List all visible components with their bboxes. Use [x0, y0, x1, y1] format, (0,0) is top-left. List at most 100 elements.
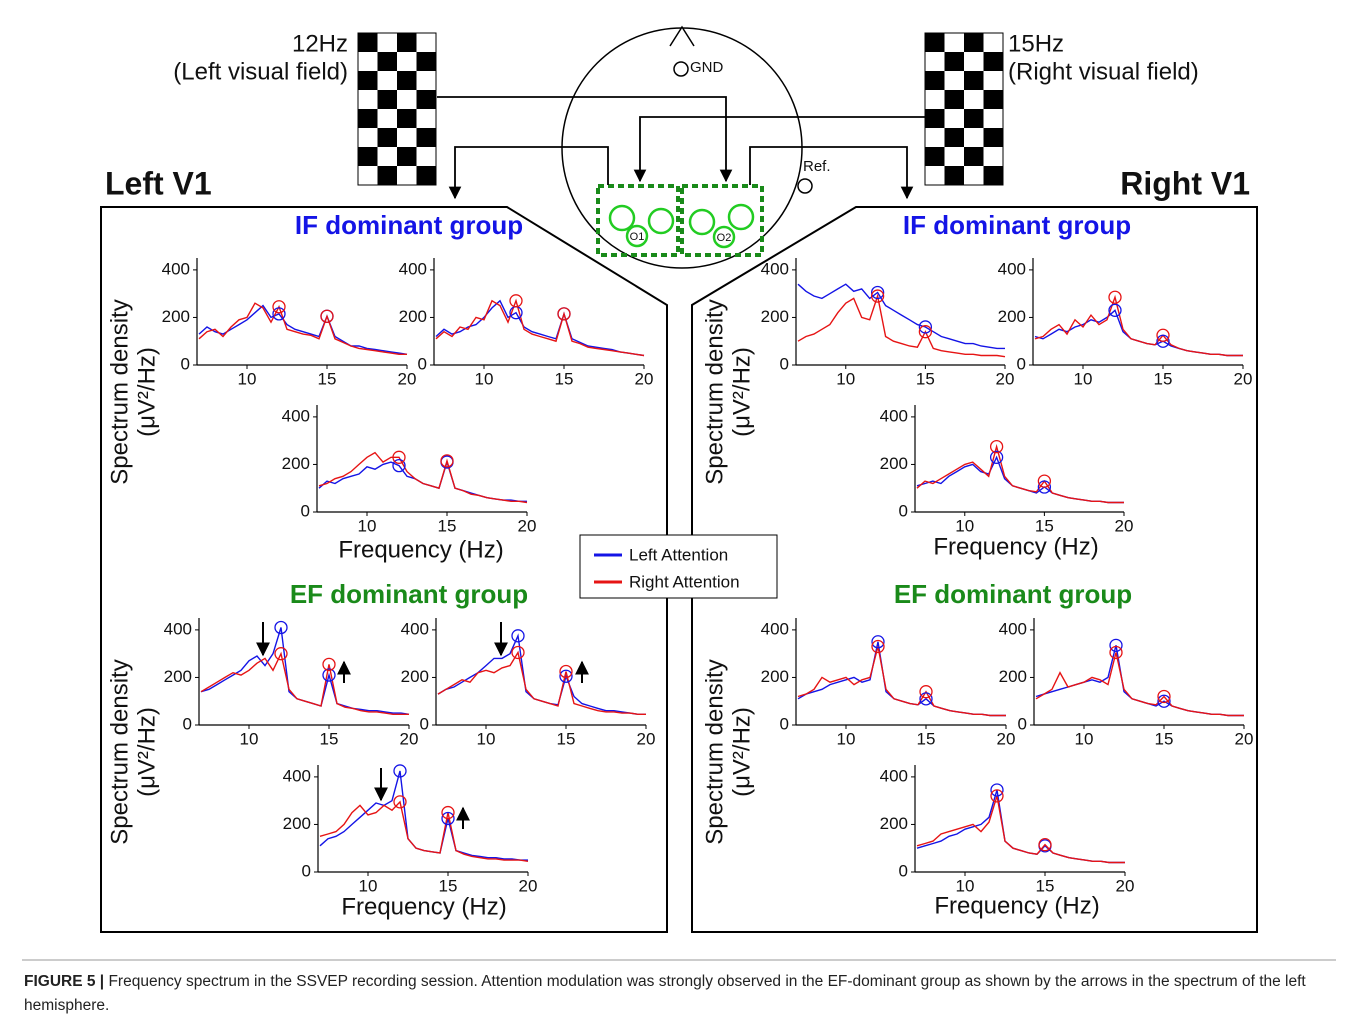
checker-cell	[964, 71, 984, 90]
y-tick-label: 200	[401, 667, 429, 686]
spectrum-line	[201, 654, 409, 715]
checker-cell	[358, 109, 378, 128]
y-tick-label: 400	[162, 259, 190, 278]
spectrum-line	[1035, 297, 1243, 355]
checker-cell	[925, 33, 945, 52]
o2-label: O2	[717, 232, 732, 244]
y-tick-label: 200	[399, 307, 427, 326]
y-tick-label: 200	[761, 307, 789, 326]
y-tick-label: 400	[282, 406, 310, 425]
checker-cell	[964, 33, 984, 52]
y-tick-label: 0	[420, 714, 429, 733]
spectrum-line	[320, 802, 528, 861]
checker-cell	[378, 128, 398, 147]
spectrum-line	[1036, 645, 1244, 715]
x-tick-label: 20	[997, 729, 1016, 748]
spectrum-line	[798, 284, 1005, 348]
checker-cell	[984, 90, 1004, 109]
y-tick-label: 200	[761, 667, 789, 686]
y-tick-label: 0	[1018, 714, 1027, 733]
x-tick-label: 20	[518, 516, 537, 535]
caption-text: Frequency spectrum in the SSVEP recordin…	[24, 973, 1306, 1014]
x-tick-label: 20	[1115, 516, 1134, 535]
x-tick-label: 20	[1234, 369, 1253, 388]
x-tick-label: 20	[398, 369, 417, 388]
checker-cell	[378, 166, 398, 185]
checker-cell	[984, 166, 1004, 185]
x-tick-label: 10	[238, 369, 257, 388]
checker-cell	[397, 109, 417, 128]
stimulus-frequency: 15Hz	[1008, 30, 1064, 57]
y-axis-title: Spectrum density	[106, 299, 133, 484]
y-axis-title: Spectrum density	[701, 659, 728, 844]
y-tick-label: 200	[283, 814, 311, 833]
y-tick-label: 400	[399, 259, 427, 278]
checker-cell	[417, 52, 437, 71]
x-tick-label: 10	[955, 516, 974, 535]
y-tick-label: 200	[282, 454, 310, 473]
spectrum-line	[917, 796, 1125, 863]
y-tick-label: 0	[302, 861, 311, 880]
x-axis-title: Frequency (Hz)	[341, 893, 506, 920]
spectrum-line	[438, 653, 646, 715]
x-tick-label: 10	[359, 876, 378, 895]
group-title: EF dominant group	[894, 579, 1132, 609]
y-axis-title: (μV²/Hz)	[133, 347, 160, 437]
x-tick-label: 10	[956, 876, 975, 895]
y-tick-label: 200	[880, 814, 908, 833]
checker-cell	[964, 147, 984, 166]
x-tick-label: 15	[320, 729, 339, 748]
gnd-label: GND	[690, 59, 724, 76]
legend-label: Left Attention	[629, 545, 728, 564]
checker-cell	[945, 128, 965, 147]
y-tick-label: 400	[880, 406, 908, 425]
x-tick-label: 15	[557, 729, 576, 748]
x-tick-label: 15	[438, 516, 457, 535]
y-tick-label: 400	[401, 619, 429, 638]
x-tick-label: 15	[916, 369, 935, 388]
y-tick-label: 0	[780, 714, 789, 733]
spectrum-line	[320, 771, 528, 860]
checker-cell	[984, 128, 1004, 147]
x-axis-title: Frequency (Hz)	[934, 892, 1099, 919]
x-tick-label: 20	[635, 369, 654, 388]
x-tick-label: 20	[637, 729, 656, 748]
y-tick-label: 0	[181, 354, 190, 373]
checker-cell	[358, 71, 378, 90]
x-tick-label: 10	[1075, 729, 1094, 748]
ref-electrode	[798, 179, 812, 193]
y-tick-label: 400	[761, 259, 789, 278]
spectrum-line	[917, 457, 1124, 502]
checker-cell	[417, 90, 437, 109]
x-tick-label: 15	[1035, 516, 1054, 535]
spectrum-line	[1036, 653, 1244, 716]
figure: GND Ref. O1 O2 12Hz (Left visual field) …	[0, 0, 1358, 1023]
checker-cell	[378, 52, 398, 71]
x-tick-label: 10	[837, 729, 856, 748]
checker-cell	[417, 128, 437, 147]
x-tick-label: 10	[475, 369, 494, 388]
y-tick-label: 400	[998, 259, 1026, 278]
caption-label: FIGURE 5 |	[24, 973, 104, 990]
y-axis-title: (μV²/Hz)	[728, 347, 755, 437]
hemisphere-label: Right V1	[1120, 165, 1250, 201]
y-tick-label: 0	[899, 861, 908, 880]
stimulus-frequency: 12Hz	[292, 30, 348, 57]
ref-label: Ref.	[803, 158, 831, 175]
group-title: IF dominant group	[903, 210, 1131, 240]
spectrum-line	[798, 642, 1006, 716]
y-tick-label: 0	[183, 714, 192, 733]
x-tick-label: 10	[477, 729, 496, 748]
y-tick-label: 400	[761, 619, 789, 638]
y-tick-label: 200	[880, 454, 908, 473]
x-tick-label: 15	[917, 729, 936, 748]
checker-cell	[945, 166, 965, 185]
checker-cell	[378, 90, 398, 109]
spectrum-line	[917, 790, 1125, 863]
y-tick-label: 200	[164, 667, 192, 686]
checker-cell	[945, 90, 965, 109]
spectrum-line	[917, 447, 1124, 503]
spectrum-line	[319, 462, 527, 501]
x-tick-label: 20	[1116, 876, 1135, 895]
checker-cell	[925, 71, 945, 90]
